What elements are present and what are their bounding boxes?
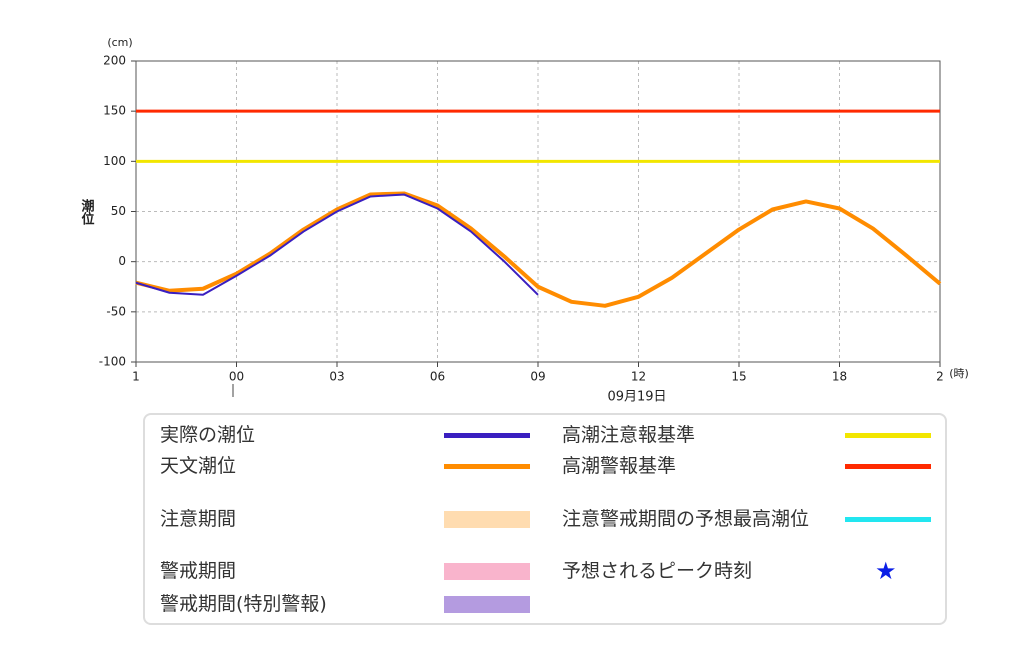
legend-swatch — [845, 433, 931, 438]
x-unit: (時) — [949, 367, 969, 380]
x-tick-label: 1 — [132, 370, 140, 384]
legend-swatch — [444, 563, 530, 580]
x-tick-label: 12 — [631, 370, 646, 384]
legend-swatch — [444, 464, 530, 469]
y-unit: (cm) — [107, 36, 132, 49]
y-tick-label: -100 — [99, 355, 126, 369]
legend-label: 警戒期間 — [160, 560, 237, 582]
x-tick-label: 18 — [832, 370, 847, 384]
legend-label: 高潮警報基準 — [562, 455, 677, 477]
x-tick-label: 00 — [229, 370, 244, 384]
legend-label: 警戒期間(特別警報) — [160, 593, 327, 615]
y-tick-label: -50 — [106, 304, 126, 318]
legend-label: 高潮注意報基準 — [562, 424, 696, 446]
x-tick-label: 15 — [731, 370, 746, 384]
y-tick-label: 150 — [103, 104, 126, 118]
x-tick-label: 2 — [936, 370, 944, 384]
legend-swatch — [845, 517, 931, 522]
legend-label: 実際の潮位 — [160, 424, 256, 446]
legend-swatch — [444, 596, 530, 613]
legend-swatch — [444, 433, 530, 438]
legend-label: 予想されるピーク時刻 — [562, 560, 753, 582]
x-tick-label: 06 — [430, 370, 445, 384]
legend-swatch — [444, 511, 530, 528]
y-tick-label: 50 — [111, 204, 126, 218]
y-tick-label: 200 — [103, 54, 126, 68]
legend-label: 天文潮位 — [160, 455, 237, 477]
y-tick-label: 0 — [118, 254, 126, 268]
x-tick-label: 09 — [530, 370, 545, 384]
legend: 実際の潮位天文潮位 高潮注意報基準 高潮警報基準注意期間警戒期間警戒期間(特別警報)… — [143, 413, 947, 625]
x-tick-label: 03 — [329, 370, 344, 384]
date-label: 09月19日 — [607, 390, 666, 405]
legend-swatch: ★ — [875, 557, 897, 585]
y-tick-label: 100 — [103, 154, 126, 168]
series-line — [135, 191, 942, 308]
y-axis-label: 潮位 — [79, 198, 95, 226]
legend-label: 注意期間 — [160, 508, 237, 530]
legend-label: 注意警戒期間の予想最高潮位 — [562, 508, 810, 530]
plot-frame — [135, 60, 941, 363]
series-line — [135, 193, 539, 296]
legend-swatch — [845, 464, 931, 469]
